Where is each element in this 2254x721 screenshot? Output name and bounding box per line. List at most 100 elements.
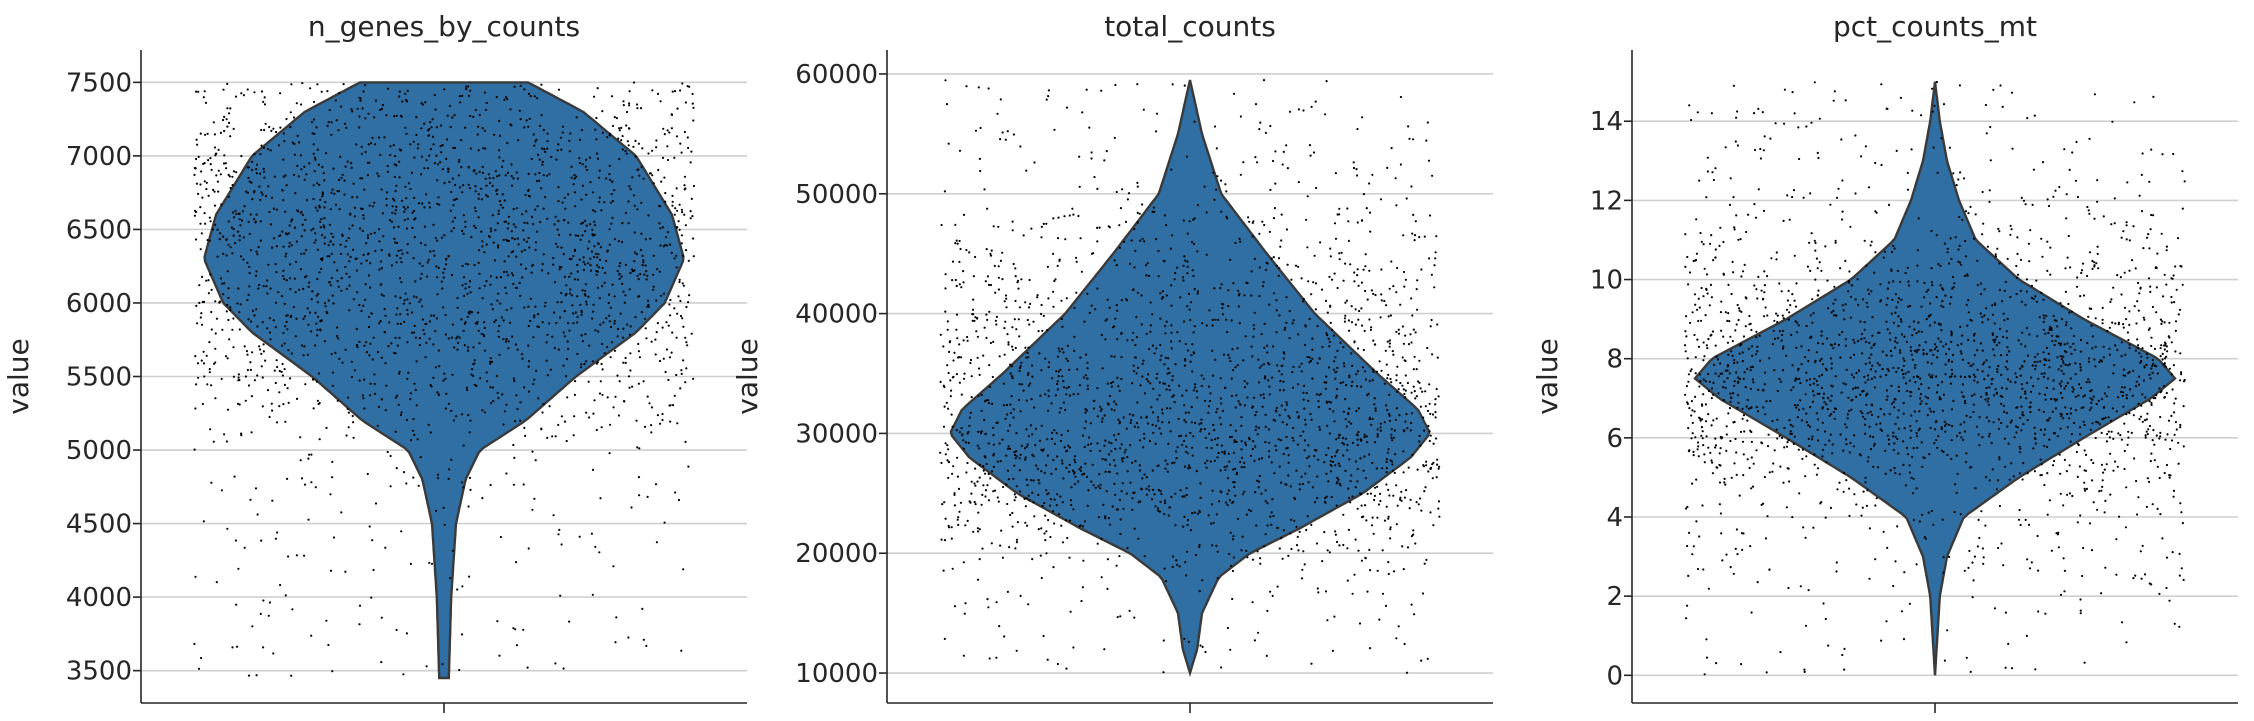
data-point — [1728, 320, 1730, 322]
data-point — [1084, 446, 1086, 448]
data-point — [2173, 411, 2175, 413]
data-point — [621, 222, 623, 224]
data-point — [1208, 386, 1210, 388]
data-point — [2046, 241, 2048, 243]
data-point — [1751, 456, 1753, 458]
data-point — [235, 96, 237, 98]
data-point — [978, 395, 980, 397]
data-point — [1888, 204, 1890, 206]
data-point — [594, 210, 596, 212]
data-point — [1336, 367, 1338, 369]
data-point — [2102, 319, 2104, 321]
data-point — [226, 528, 228, 530]
data-point — [997, 496, 999, 498]
data-point — [1046, 329, 1048, 331]
data-point — [2154, 459, 2156, 461]
data-point — [958, 511, 960, 513]
data-point — [495, 319, 497, 321]
y-axis-label: value — [2, 338, 35, 414]
data-point — [482, 147, 484, 149]
data-point — [194, 407, 196, 409]
data-point — [1331, 456, 1333, 458]
data-point — [514, 86, 516, 88]
data-point — [338, 286, 340, 288]
data-point — [195, 305, 197, 307]
data-point — [557, 301, 559, 303]
data-point — [247, 177, 249, 179]
data-point — [1245, 550, 1247, 552]
data-point — [1048, 361, 1050, 363]
data-point — [363, 407, 365, 409]
data-point — [1158, 275, 1160, 277]
data-point — [247, 192, 249, 194]
data-point — [1080, 237, 1082, 239]
data-point — [1047, 659, 1049, 661]
data-point — [443, 276, 445, 278]
data-point — [1697, 568, 1699, 570]
data-point — [1192, 455, 1194, 457]
data-point — [373, 202, 375, 204]
data-point — [1364, 436, 1366, 438]
data-point — [459, 95, 461, 97]
data-point — [444, 182, 446, 184]
data-point — [1957, 178, 1959, 180]
data-point — [1279, 246, 1281, 248]
data-point — [1036, 296, 1038, 298]
data-point — [2127, 331, 2129, 333]
data-point — [489, 363, 491, 365]
data-point — [1305, 529, 1307, 531]
data-point — [425, 342, 427, 344]
data-point — [2020, 524, 2022, 526]
data-point — [1404, 497, 1406, 499]
data-point — [1268, 304, 1270, 306]
data-point — [1199, 430, 1201, 432]
data-point — [1313, 151, 1315, 153]
data-point — [1140, 488, 1142, 490]
data-point — [1170, 324, 1172, 326]
data-point — [1051, 402, 1053, 404]
data-point — [358, 341, 360, 343]
data-point — [1401, 545, 1403, 547]
data-point — [1198, 546, 1200, 548]
data-point — [428, 562, 430, 564]
data-point — [2059, 473, 2061, 475]
data-point — [511, 175, 513, 177]
data-point — [260, 353, 262, 355]
data-point — [1263, 79, 1265, 81]
data-point — [1027, 356, 1029, 358]
data-point — [513, 484, 515, 486]
data-point — [470, 236, 472, 238]
data-point — [1283, 453, 1285, 455]
data-point — [1845, 338, 1847, 340]
data-point — [319, 221, 321, 223]
data-point — [513, 378, 515, 380]
data-point — [323, 206, 325, 208]
data-point — [438, 365, 440, 367]
data-point — [1705, 403, 1707, 405]
data-point — [594, 329, 596, 331]
data-point — [1183, 440, 1185, 442]
data-point — [656, 331, 658, 333]
data-point — [407, 313, 409, 315]
data-point — [391, 264, 393, 266]
data-point — [601, 394, 603, 396]
data-point — [2102, 479, 2104, 481]
data-point — [279, 127, 281, 129]
data-point — [488, 235, 490, 237]
data-point — [214, 146, 216, 148]
data-point — [993, 444, 995, 446]
data-point — [277, 291, 279, 293]
data-point — [651, 174, 653, 176]
data-point — [1171, 347, 1173, 349]
data-point — [478, 330, 480, 332]
data-point — [572, 322, 574, 324]
data-point — [1246, 282, 1248, 284]
data-point — [416, 360, 418, 362]
data-point — [669, 314, 671, 316]
data-point — [413, 156, 415, 158]
data-point — [1855, 372, 1857, 374]
data-point — [592, 191, 594, 193]
data-point — [690, 217, 692, 219]
data-point — [981, 394, 983, 396]
data-point — [679, 204, 681, 206]
